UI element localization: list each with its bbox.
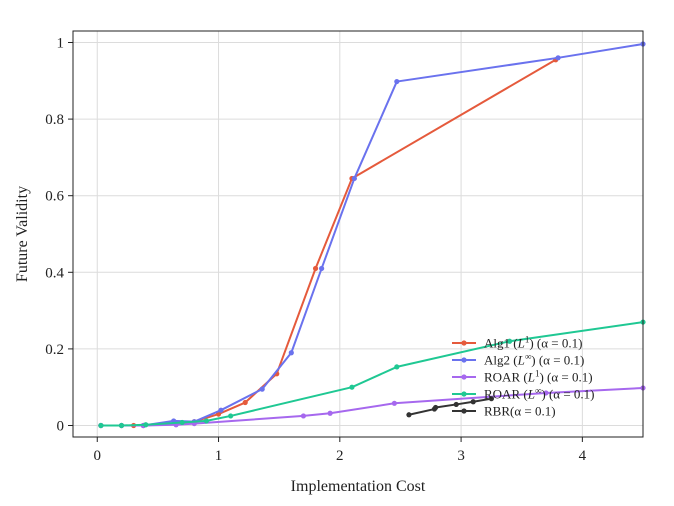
series-line (100, 321, 644, 427)
data-point (470, 399, 476, 405)
legend-marker (461, 357, 467, 363)
x-tick-label: 2 (336, 448, 344, 464)
y-axis-ticks: 0 0.2 0.4 0.6 0.8 1 (45, 35, 73, 435)
series-line (408, 397, 492, 416)
data-point (506, 338, 513, 344)
legend-marker (461, 408, 467, 414)
x-tick-label: 4 (579, 448, 587, 464)
y-tick-label: 0.6 (45, 189, 64, 205)
legend-label: Alg2 (L∞) (α = 0.1) (484, 352, 584, 368)
data-point (228, 413, 234, 419)
data-point (327, 410, 333, 416)
data-point (433, 404, 439, 411)
legend-marker (461, 374, 467, 380)
data-point (179, 419, 185, 426)
y-tick-label: 0.8 (45, 112, 64, 128)
data-point (98, 422, 104, 429)
data-point (349, 384, 355, 390)
data-point (312, 265, 319, 272)
data-point (406, 412, 412, 418)
x-axis-label: Implementation Cost (291, 478, 426, 495)
legend-marker (461, 340, 467, 346)
x-tick-label: 0 (94, 448, 102, 464)
series-layer (98, 41, 646, 429)
data-point (259, 386, 265, 392)
series-4 (406, 396, 495, 418)
data-point (288, 350, 294, 356)
data-point (391, 400, 397, 406)
x-tick-label: 3 (457, 448, 465, 464)
plot-frame (72, 30, 644, 438)
data-point (203, 418, 210, 424)
legend-marker (461, 391, 467, 397)
legend-label: ROAR (L∞) (α = 0.1) (484, 386, 595, 402)
y-tick-label: 0.4 (45, 265, 64, 281)
legend-label: Alg1 (L1) (α = 0.1) (484, 335, 582, 351)
data-point (453, 401, 459, 408)
legend-label: ROAR (L1) (α = 0.1) (484, 369, 593, 385)
data-point (394, 364, 400, 370)
data-point (218, 407, 224, 413)
data-point (319, 265, 325, 272)
data-point (118, 422, 125, 429)
legend-item: RBR(α = 0.1) (452, 404, 556, 419)
y-tick-label: 0 (57, 419, 65, 435)
legend-item: Alg2 (L∞) (α = 0.1) (452, 352, 584, 368)
legend-item: Alg1 (L1) (α = 0.1) (452, 335, 582, 351)
data-point (543, 390, 549, 396)
y-tick-label: 0.2 (45, 342, 64, 358)
data-point (351, 175, 357, 182)
legend: Alg1 (L1) (α = 0.1)Alg2 (L∞) (α = 0.1)RO… (452, 335, 595, 419)
series-3 (98, 319, 646, 429)
data-point (394, 78, 400, 85)
data-point (300, 413, 307, 419)
data-point (555, 55, 561, 61)
y-axis-label: Future Validity (14, 186, 31, 282)
data-point (488, 396, 495, 402)
y-tick-label: 1 (57, 35, 65, 51)
legend-item: ROAR (L1) (α = 0.1) (452, 369, 593, 385)
data-point (242, 399, 248, 406)
x-tick-label: 1 (215, 448, 223, 464)
legend-item: ROAR (L∞) (α = 0.1) (452, 386, 595, 402)
data-point (143, 422, 149, 428)
legend-label: RBR(α = 0.1) (484, 404, 556, 419)
x-axis-ticks: 0 1 2 3 4 (94, 437, 587, 464)
